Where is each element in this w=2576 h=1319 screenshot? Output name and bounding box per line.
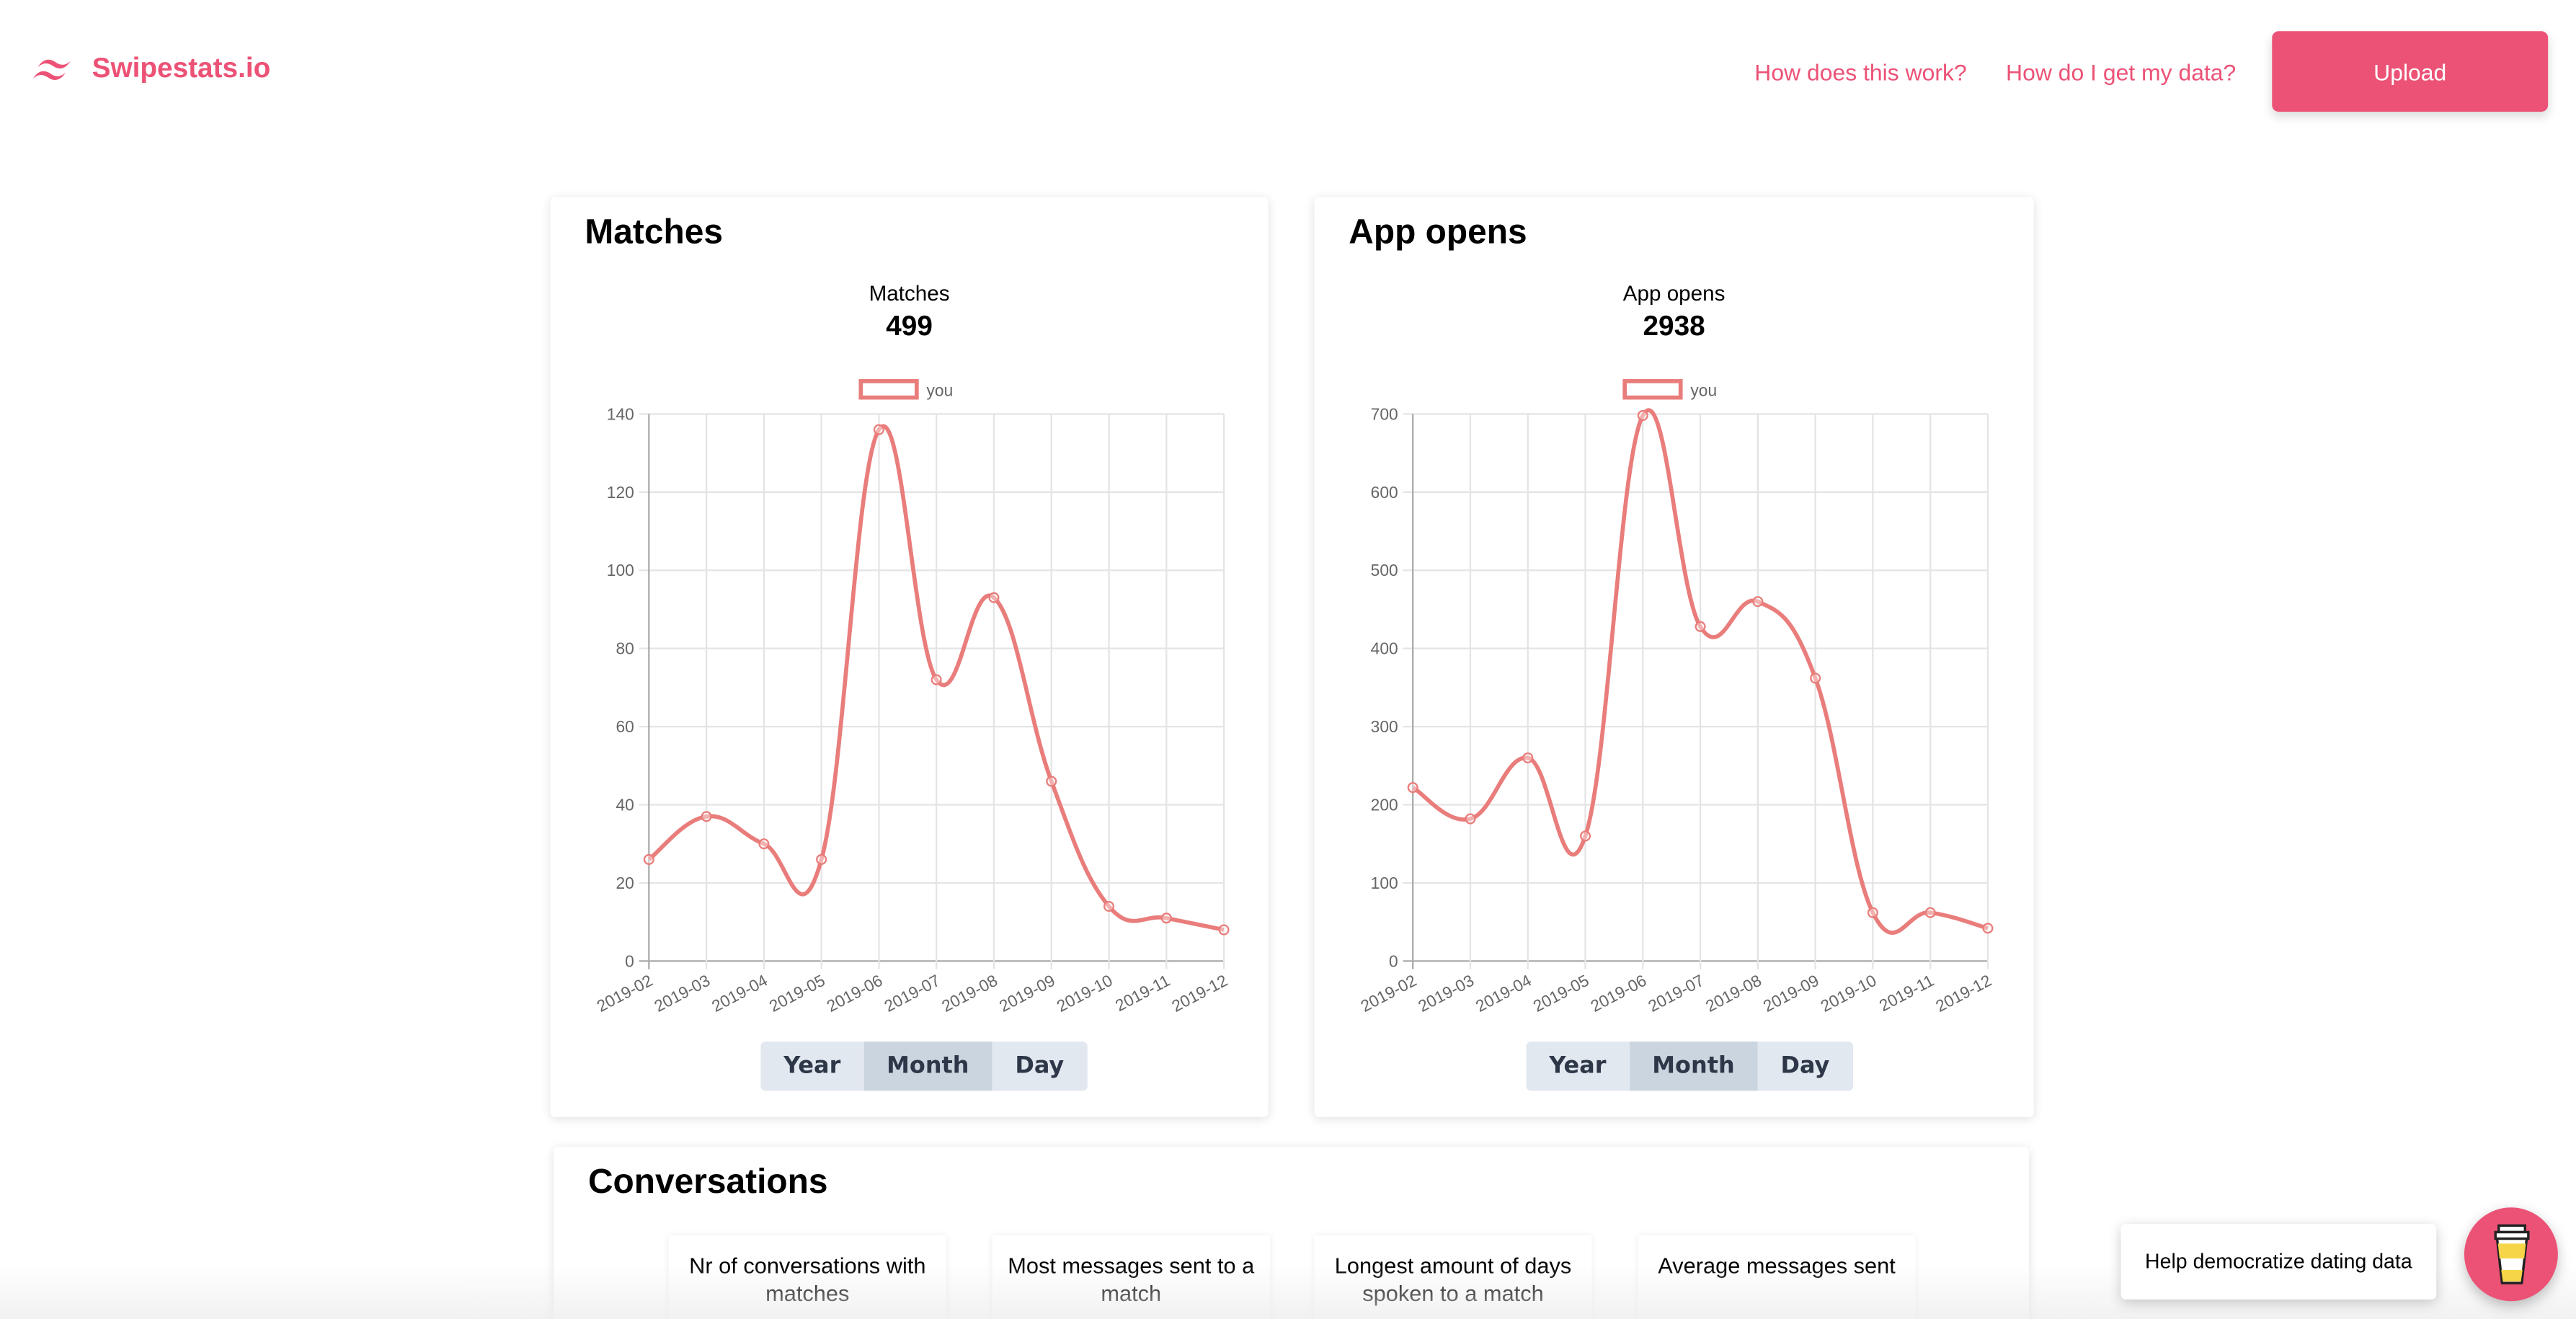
y-tick-label: 60 (616, 717, 634, 736)
data-point (1982, 923, 1994, 934)
x-tick-label: 2019-02 (1357, 971, 1419, 1016)
y-tick-label: 100 (607, 561, 634, 579)
legend-label: you (1690, 381, 1717, 399)
card-title: App opens (1349, 213, 1527, 252)
data-point (643, 853, 654, 865)
buy-me-coffee-button[interactable] (2464, 1207, 2558, 1302)
data-point (1752, 596, 1764, 608)
x-tick-label: 2019-12 (1932, 971, 1994, 1016)
range-day-button[interactable]: Day (992, 1042, 1088, 1091)
chart-total: 499 (886, 310, 933, 342)
chart-title: App opens (1622, 280, 1726, 306)
help-text: Help democratize dating data (2145, 1250, 2412, 1274)
app-opens-card: App opens App opens 2938 you 0 100 200 300 40… (1314, 197, 2034, 1117)
x-tick-label: 2019-05 (1530, 971, 1592, 1016)
x-tick-label: 2019-09 (1760, 971, 1822, 1016)
range-month-button[interactable]: Month (1629, 1042, 1758, 1091)
y-tick-label: 400 (1371, 639, 1398, 658)
data-point (1218, 924, 1230, 936)
y-tick-label: 200 (1371, 796, 1398, 814)
y-tick-label: 300 (1371, 717, 1398, 736)
chart-title: Matches (869, 280, 950, 306)
upload-button[interactable]: Upload (2272, 31, 2549, 112)
x-tick-label: 2019-03 (651, 971, 713, 1016)
logo-waves-icon (32, 59, 71, 80)
data-point (1580, 830, 1591, 842)
y-tick-label: 600 (1371, 483, 1398, 502)
data-point (988, 592, 1000, 603)
y-tick-label: 700 (1371, 404, 1398, 423)
chart-total: 2938 (1643, 310, 1705, 342)
x-tick-label: 2019-06 (1587, 971, 1649, 1016)
coffee-cup-icon (2493, 1223, 2529, 1284)
x-tick-label: 2019-11 (1876, 971, 1937, 1015)
x-tick-label: 2019-10 (1054, 971, 1116, 1016)
data-point (873, 424, 884, 435)
x-tick-label: 2019-12 (1168, 971, 1230, 1016)
range-toggle: Year Month Day (760, 1042, 1088, 1091)
x-tick-label: 2019-04 (709, 971, 770, 1016)
series-line-you (1411, 408, 1989, 935)
series-line-you (647, 424, 1225, 932)
data-point (816, 853, 827, 865)
card-title: Matches (585, 213, 723, 252)
x-tick-label: 2019-02 (593, 971, 655, 1016)
x-tick-label: 2019-08 (1702, 971, 1764, 1016)
y-tick-label: 100 (1371, 874, 1398, 892)
data-point (1695, 621, 1706, 632)
get-data-link[interactable]: How do I get my data? (2006, 59, 2237, 86)
range-year-button[interactable]: Year (1526, 1042, 1630, 1091)
x-tick-label: 2019-05 (766, 971, 828, 1016)
y-tick-label: 140 (607, 404, 634, 423)
data-point (931, 674, 942, 685)
data-point (701, 811, 712, 822)
data-point (1924, 907, 1936, 918)
x-tick-label: 2019-09 (996, 971, 1058, 1016)
matches-card: Matches Matches 499 you 0 20 40 60 80 100 120 14… (550, 197, 1269, 1117)
x-tick-label: 2019-04 (1473, 971, 1535, 1016)
y-tick-label: 20 (616, 874, 634, 892)
data-point (1810, 672, 1821, 684)
data-point (1522, 752, 1534, 763)
x-tick-label: 2019-03 (1415, 971, 1477, 1016)
data-point (1046, 776, 1057, 787)
data-point (1407, 782, 1418, 794)
logo-text: Swipestats.io (92, 52, 271, 84)
range-year-button[interactable]: Year (760, 1042, 864, 1091)
legend-label: you (927, 381, 954, 399)
y-tick-label: 0 (625, 951, 634, 970)
x-tick-label: 2019-08 (938, 971, 1000, 1016)
range-toggle: Year Month Day (1526, 1042, 1853, 1091)
data-point (1103, 900, 1115, 912)
matches-chart: you0204060801001201402019-022019-032019-… (593, 378, 1230, 1016)
y-tick-label: 120 (607, 483, 634, 502)
x-tick-label: 2019-07 (881, 971, 943, 1016)
data-point (1867, 907, 1878, 918)
conversations-title: Conversations (587, 1163, 828, 1202)
y-tick-label: 500 (1371, 561, 1398, 579)
range-day-button[interactable]: Day (1757, 1042, 1853, 1091)
help-tooltip[interactable]: Help democratize dating data (2120, 1224, 2437, 1300)
data-point (1160, 912, 1172, 924)
data-point (1637, 410, 1648, 422)
x-tick-label: 2019-06 (824, 971, 886, 1016)
range-month-button[interactable]: Month (863, 1042, 992, 1091)
legend-swatch (858, 378, 919, 400)
y-tick-label: 40 (616, 796, 634, 814)
legend-swatch (1622, 378, 1683, 400)
x-tick-label: 2019-11 (1112, 971, 1173, 1015)
data-point (1465, 813, 1476, 825)
data-point (758, 838, 770, 850)
app-opens-chart: you01002003004005006007002019-022019-032… (1357, 378, 1994, 1016)
logo[interactable]: Swipestats.io (32, 52, 271, 86)
y-tick-label: 0 (1389, 951, 1398, 970)
y-tick-label: 80 (616, 639, 634, 658)
x-tick-label: 2019-10 (1818, 971, 1880, 1016)
x-tick-label: 2019-07 (1645, 971, 1707, 1016)
how-it-works-link[interactable]: How does this work? (1754, 59, 1967, 86)
